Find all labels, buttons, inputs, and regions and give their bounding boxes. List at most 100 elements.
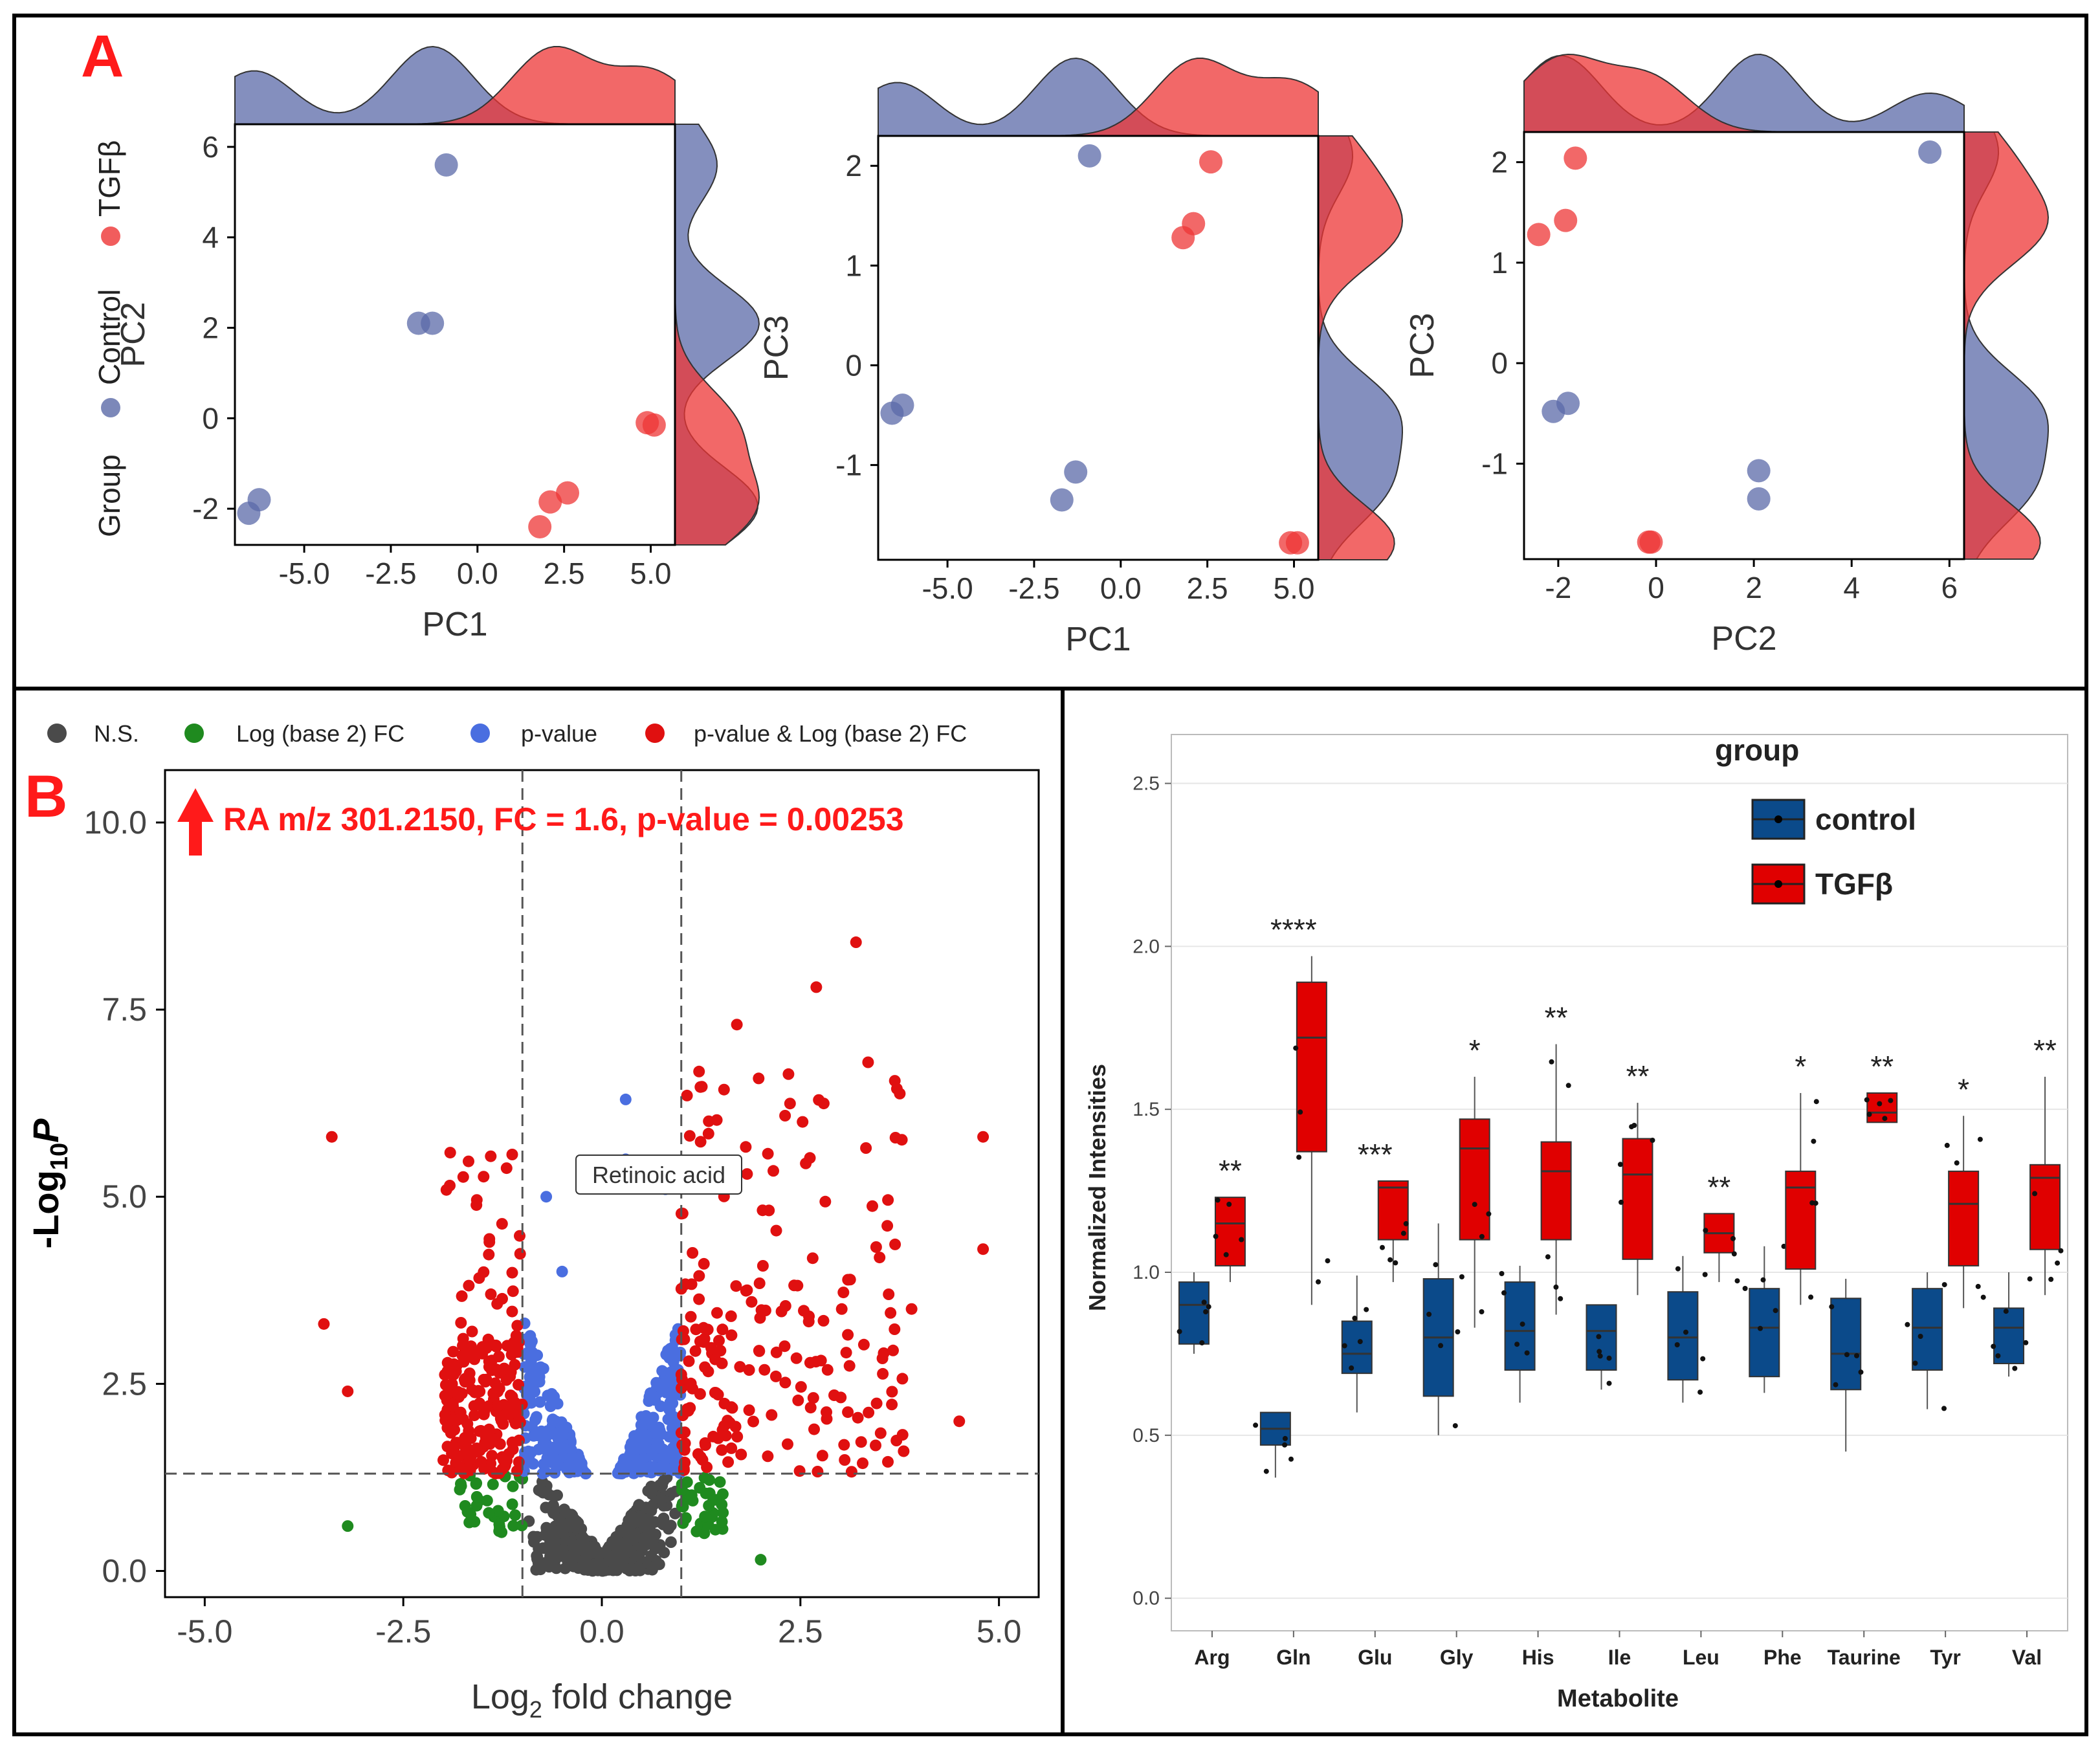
volcano-point-both: [507, 1285, 519, 1298]
jitter-point: [1524, 1350, 1530, 1356]
volcano-point-both: [779, 1300, 791, 1312]
volcano-point-p: [646, 1418, 658, 1430]
jitter-point: [1380, 1244, 1385, 1250]
volcano-point-p: [615, 1462, 627, 1474]
pca-plot-1: -5.0 -2.5 0.0 2.5 5.0 -2 0 2 4 6 PC1 PC2: [115, 45, 760, 643]
volcano-point-both: [725, 1310, 737, 1322]
box-body: [1912, 1288, 1943, 1371]
jitter-point: [1742, 1286, 1748, 1291]
volcano-point-both: [689, 1345, 702, 1357]
volcano-point-both: [713, 1334, 725, 1347]
volcano-point-both: [724, 1417, 736, 1429]
volcano-point-p: [544, 1400, 557, 1412]
volcano-point-both: [506, 1149, 518, 1160]
point-tgfb: [528, 515, 552, 539]
volcano-point-both: [816, 1450, 828, 1462]
boxplot-ylabel: Normalized Intensities: [1084, 1064, 1111, 1311]
volcano-point-fc: [507, 1480, 519, 1492]
jitter-point: [2023, 1340, 2029, 1345]
significance-leu: **: [1708, 1170, 1731, 1204]
x-tick-label: -5.0: [177, 1613, 232, 1650]
legend-control-dot: [101, 398, 120, 417]
x-tick-label: 2.5: [544, 557, 585, 590]
volcano-point-p: [537, 1437, 549, 1450]
volcano-point-p: [535, 1361, 547, 1373]
volcano-point-both: [318, 1318, 330, 1330]
volcano-point-both: [779, 1340, 791, 1353]
box-body: [1459, 1118, 1490, 1241]
box-ile-tgfb: [1617, 1103, 1655, 1296]
volcano-point-both: [448, 1358, 460, 1370]
volcano-point-both: [977, 1243, 989, 1255]
volcano-point-both: [439, 1409, 451, 1421]
volcano-point-p: [656, 1365, 669, 1377]
box-taurine-tgfb: [1864, 1092, 1898, 1123]
box-gly-tgfb: [1459, 1076, 1492, 1328]
y-tick-label: 1.0: [1133, 1262, 1160, 1283]
volcano-point-both: [770, 1224, 782, 1237]
point-control: [421, 311, 445, 335]
legend-both-dot: [645, 724, 665, 743]
x-axis-title: PC2: [1711, 620, 1776, 658]
box-phe-tgfb: [1785, 1093, 1819, 1305]
volcano-point-both: [456, 1463, 468, 1475]
volcano-point-both: [500, 1374, 513, 1386]
significance-val: **: [2033, 1033, 2057, 1067]
jitter-point: [1683, 1329, 1688, 1335]
volcano-point-both: [896, 1134, 908, 1146]
volcano-point-both: [889, 1323, 901, 1335]
jitter-point: [1854, 1353, 1859, 1358]
jitter-point: [1758, 1325, 1763, 1331]
volcano-point-both: [857, 1457, 868, 1470]
jitter-point: [1549, 1059, 1554, 1065]
volcano-point-p: [645, 1387, 656, 1399]
point-tgfb: [1182, 212, 1206, 236]
volcano-point-both: [681, 1089, 693, 1101]
y-tick-label: -2: [192, 492, 219, 525]
volcano-point-both: [863, 1406, 875, 1419]
jitter-point: [1545, 1254, 1551, 1260]
x-tick-label: -5.0: [278, 557, 329, 590]
box-his-control: [1499, 1265, 1536, 1403]
volcano-point-p: [661, 1376, 673, 1388]
jitter-point: [1811, 1138, 1817, 1144]
y-tick-label: 1.5: [1133, 1099, 1160, 1120]
point-tgfb: [1527, 223, 1551, 247]
volcano-point-both: [953, 1415, 966, 1428]
x-tick-label: Leu: [1683, 1646, 1719, 1669]
box-body: [1540, 1141, 1572, 1241]
volcano-point-both: [870, 1397, 883, 1409]
point-control: [247, 488, 271, 512]
jitter-point: [1177, 1329, 1182, 1334]
x-tick-label: -5.0: [922, 571, 973, 605]
volcano-point-both: [437, 1454, 449, 1466]
volcano-point-ns: [629, 1515, 641, 1527]
volcano-point-both: [845, 1466, 857, 1478]
x-tick-label: Arg: [1194, 1646, 1230, 1669]
volcano-point-both: [842, 1406, 854, 1419]
jitter-point: [1558, 1296, 1564, 1301]
box-tyr-control: [1905, 1272, 1947, 1411]
y-tick-label: 0: [202, 401, 219, 435]
jitter-point: [1944, 1142, 1950, 1148]
volcano-point-ns: [551, 1543, 562, 1555]
volcano-point-both: [459, 1373, 471, 1385]
jitter-point: [1877, 1101, 1883, 1107]
y-tick-label: 2: [845, 149, 862, 182]
box-arg-tgfb: [1213, 1197, 1246, 1283]
volcano-point-both: [461, 1351, 473, 1364]
volcano-point-both: [905, 1303, 918, 1315]
volcano-point-p: [650, 1376, 663, 1389]
volcano-point-both: [483, 1248, 495, 1261]
volcano-point-both: [485, 1288, 497, 1300]
volcano-point-fc: [685, 1489, 698, 1501]
volcano-point-both: [455, 1317, 467, 1329]
volcano-point-both: [790, 1352, 802, 1364]
point-control: [1064, 460, 1088, 484]
y-tick-label: 1: [1491, 246, 1508, 280]
jitter-point: [2012, 1365, 2018, 1371]
x-tick-label: 4: [1843, 571, 1860, 604]
jitter-point: [1293, 1045, 1299, 1051]
point-control: [1747, 487, 1771, 511]
volcano-point-both: [725, 1329, 738, 1342]
